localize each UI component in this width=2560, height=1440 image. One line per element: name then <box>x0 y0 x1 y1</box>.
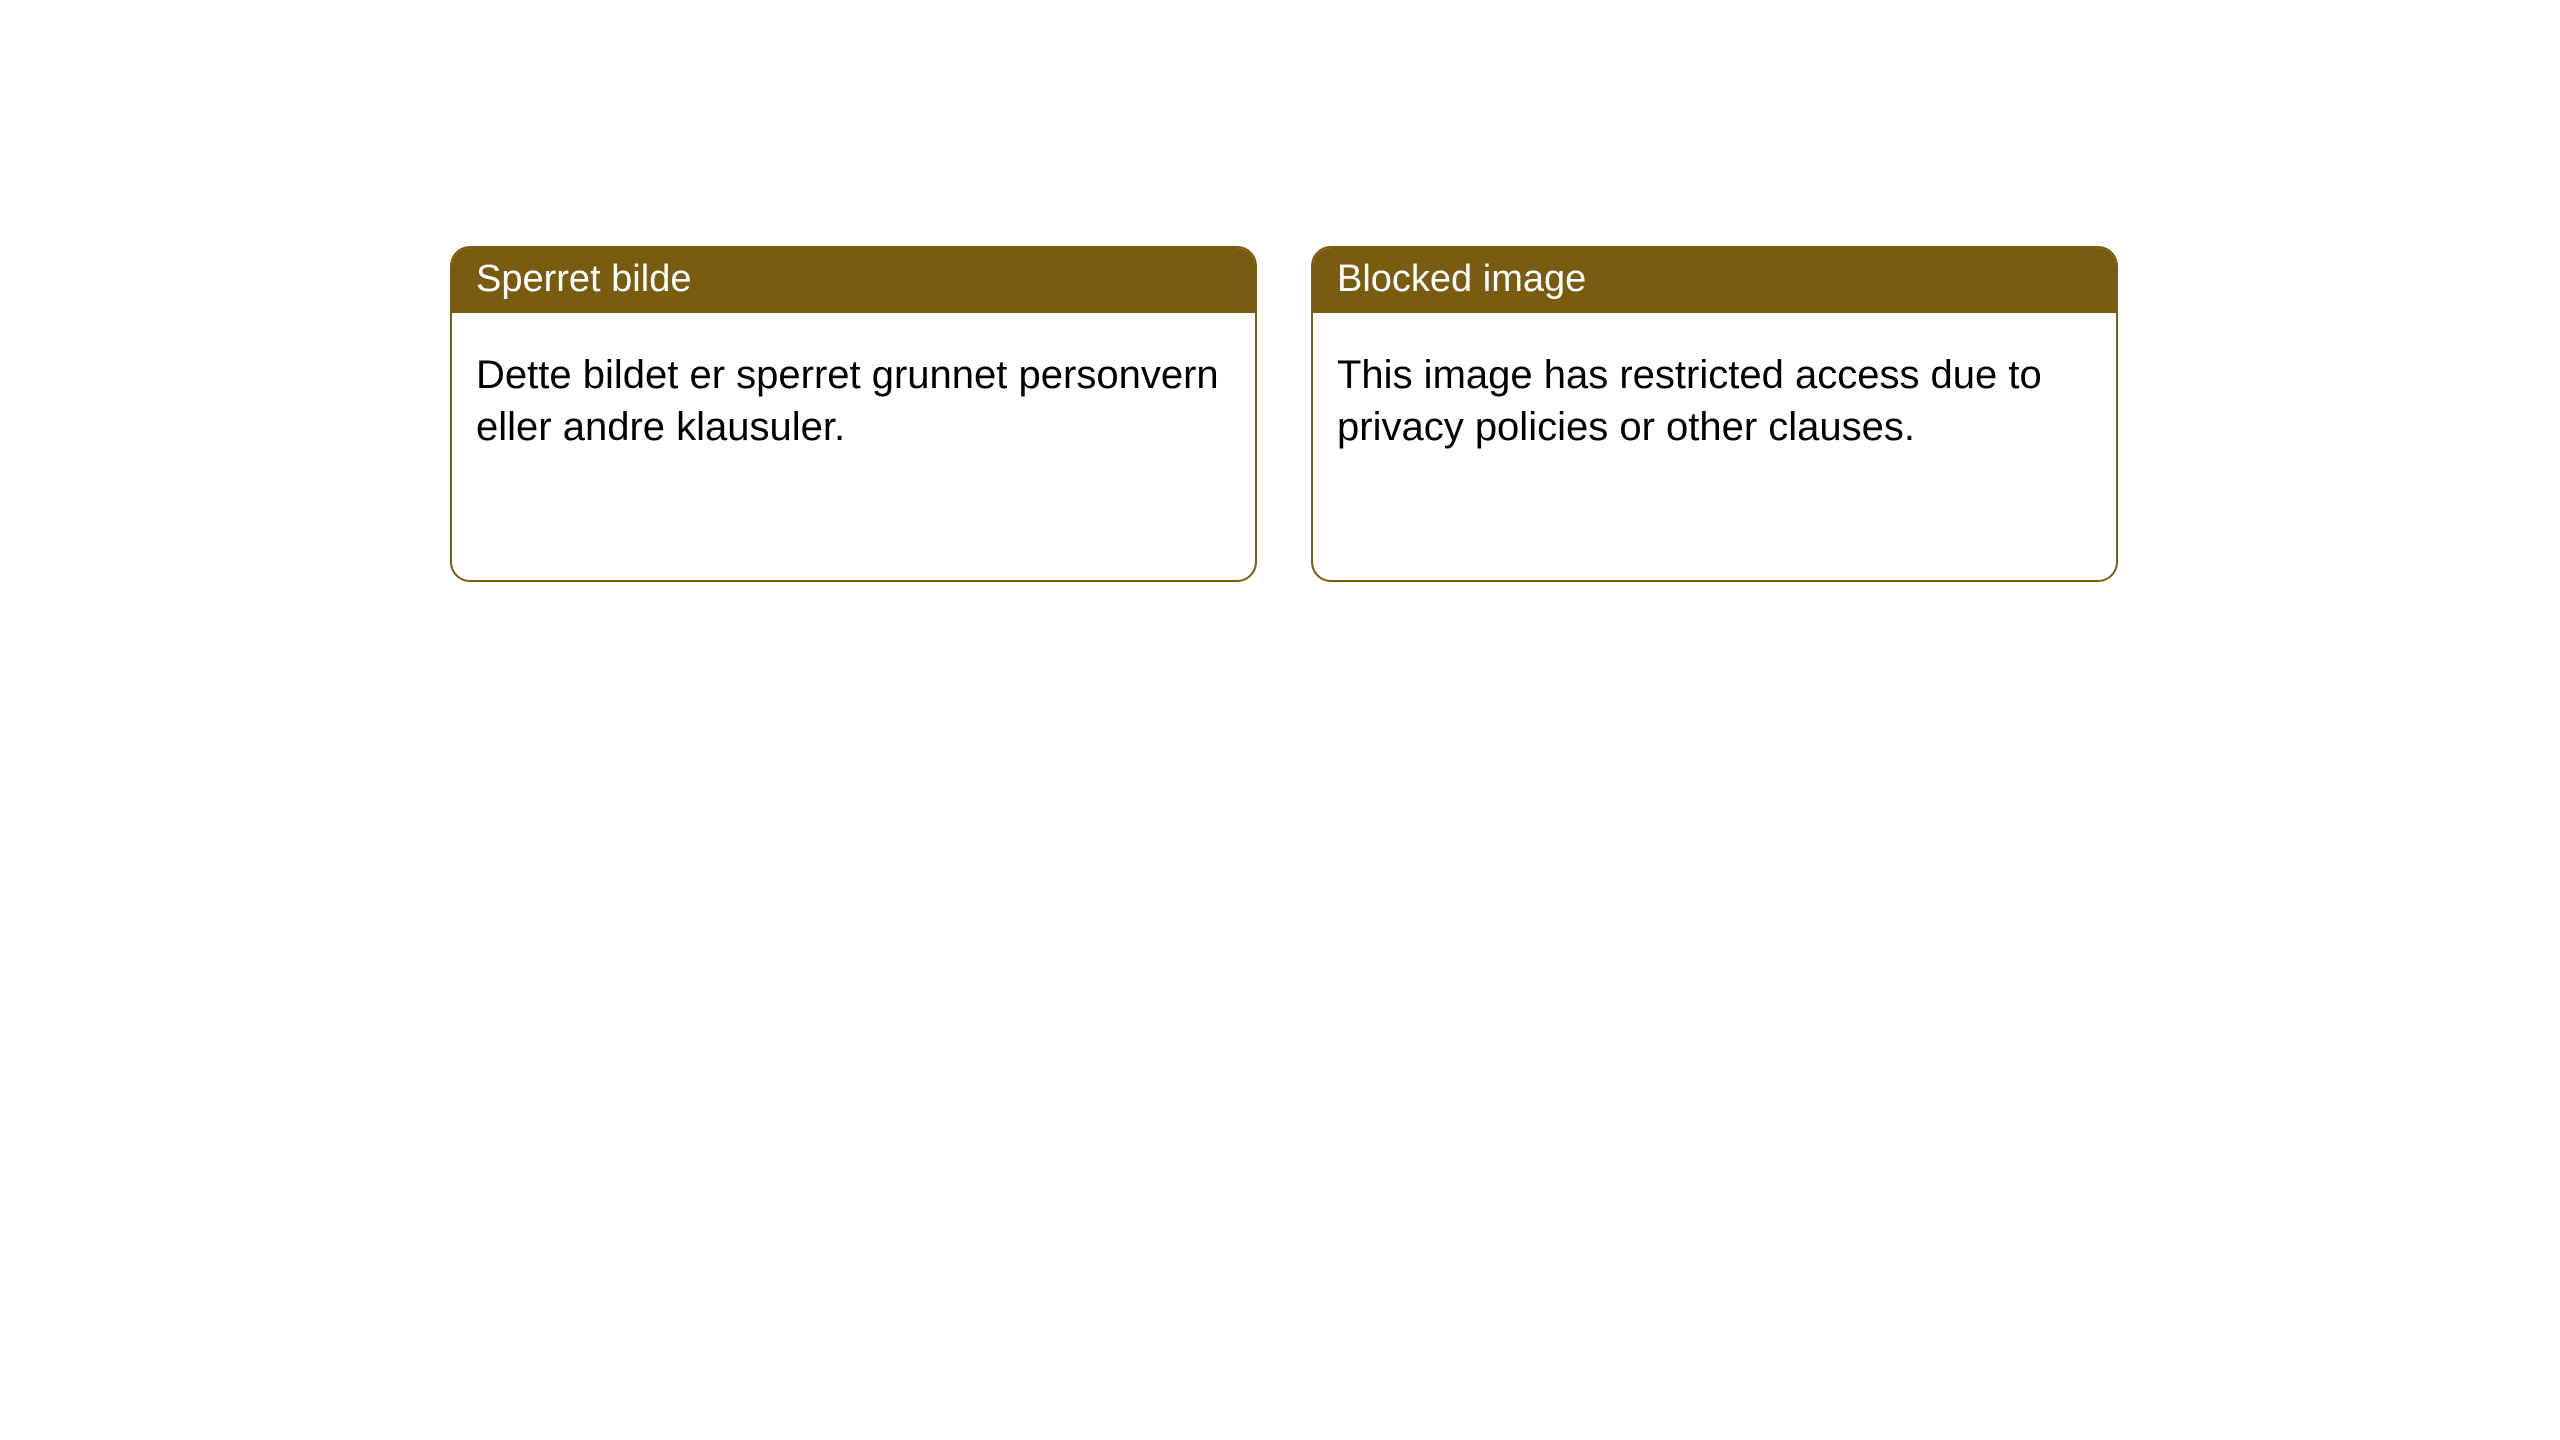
card-container: Sperret bilde Dette bildet er sperret gr… <box>0 0 2560 582</box>
card-body-en: This image has restricted access due to … <box>1313 313 2116 477</box>
card-title-no: Sperret bilde <box>452 248 1255 313</box>
card-title-en: Blocked image <box>1313 248 2116 313</box>
blocked-image-card-en: Blocked image This image has restricted … <box>1311 246 2118 582</box>
blocked-image-card-no: Sperret bilde Dette bildet er sperret gr… <box>450 246 1257 582</box>
card-body-no: Dette bildet er sperret grunnet personve… <box>452 313 1255 477</box>
